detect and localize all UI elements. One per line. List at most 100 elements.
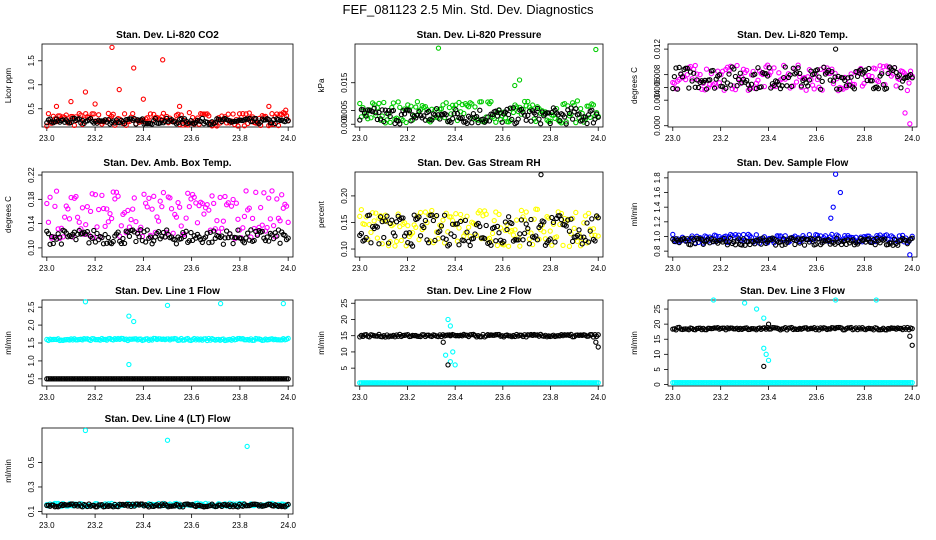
data-point — [573, 119, 579, 126]
data-point — [44, 376, 50, 382]
data-point — [274, 111, 280, 117]
data-point — [376, 100, 382, 107]
data-point — [131, 318, 137, 325]
data-point — [79, 205, 86, 211]
data-point — [140, 96, 147, 102]
data-point — [152, 116, 159, 122]
y-tick-label: 0.14 — [27, 215, 36, 231]
data-point — [58, 241, 65, 247]
data-point — [89, 235, 95, 241]
data-point — [381, 99, 387, 106]
data-point — [790, 236, 796, 243]
data-point — [571, 225, 577, 231]
data-point — [435, 45, 442, 51]
data-point — [204, 202, 210, 208]
data-point — [189, 376, 196, 382]
data-point — [115, 376, 121, 382]
data-point — [576, 227, 582, 233]
data-point — [456, 225, 462, 231]
data-point — [521, 230, 528, 236]
data-point — [149, 376, 155, 382]
data-point — [408, 118, 414, 124]
data-point — [180, 122, 186, 128]
x-tick-label: 23.8 — [232, 521, 248, 530]
data-point — [483, 211, 489, 217]
data-point — [102, 223, 108, 230]
data-point — [264, 376, 270, 382]
data-point — [726, 71, 732, 77]
y-tick-label: 0.5 — [27, 103, 36, 115]
data-point — [499, 119, 505, 125]
data-point — [152, 376, 159, 382]
x-tick-label: 24.0 — [590, 393, 606, 402]
data-point — [136, 376, 142, 382]
data-point — [403, 230, 409, 236]
data-point — [686, 85, 692, 91]
figure-title: FEF_081123 2.5 Min. Std. Dev. Diagnostic… — [342, 2, 594, 17]
data-point — [472, 104, 478, 110]
data-point — [691, 70, 697, 76]
data-point — [105, 110, 112, 117]
data-point — [361, 221, 368, 227]
data-point — [121, 111, 128, 117]
data-point — [53, 103, 60, 110]
data-point — [547, 120, 553, 127]
x-tick-label: 23.6 — [809, 134, 825, 143]
data-point — [784, 83, 790, 89]
data-point — [131, 376, 137, 382]
data-point — [99, 234, 105, 241]
data-point — [430, 217, 437, 224]
data-point — [449, 116, 456, 122]
data-point — [470, 235, 477, 242]
data-point — [446, 241, 453, 248]
y-tick-label: 15 — [340, 331, 349, 340]
data-point — [185, 376, 191, 382]
data-point — [376, 109, 382, 116]
y-tick-label: 0.1 — [27, 505, 36, 517]
data-point — [188, 376, 194, 382]
data-point — [537, 121, 544, 127]
x-tick-label: 23.0 — [352, 393, 368, 402]
data-point — [842, 77, 848, 84]
data-point — [178, 115, 184, 122]
data-point — [89, 191, 95, 197]
data-point — [211, 228, 217, 234]
data-point — [74, 376, 81, 382]
data-point — [162, 234, 168, 240]
chart-panel: Stan. Dev. Sample Flow ml/min 23.0 23.2 23.4… — [630, 158, 921, 273]
data-point — [92, 191, 99, 198]
x-tick-label: 23.4 — [136, 134, 152, 143]
data-point — [266, 376, 272, 382]
data-point — [92, 376, 99, 382]
data-point — [793, 70, 800, 76]
panel-title: Stan. Dev. Line 2 Flow — [427, 286, 532, 297]
data-point — [547, 118, 553, 124]
data-point — [447, 323, 454, 329]
data-point — [494, 242, 501, 249]
y-tick-label: 0.10 — [340, 241, 349, 257]
x-tick-label: 23.2 — [87, 264, 103, 273]
data-point — [907, 68, 914, 74]
data-point — [409, 243, 416, 249]
data-point — [805, 83, 811, 89]
data-point — [779, 83, 785, 89]
data-point — [134, 376, 141, 382]
data-point — [57, 234, 63, 240]
data-point — [244, 443, 250, 450]
data-point — [181, 376, 188, 382]
data-point — [241, 240, 248, 246]
data-point — [173, 376, 180, 382]
data-point — [557, 117, 563, 124]
data-point — [761, 83, 768, 90]
data-point — [497, 110, 504, 116]
data-point — [45, 219, 52, 225]
data-point — [70, 376, 76, 382]
data-point — [566, 228, 573, 234]
data-point — [235, 227, 241, 233]
data-point — [118, 240, 124, 247]
data-point — [87, 376, 94, 382]
data-point — [491, 224, 497, 231]
data-point — [254, 232, 261, 238]
data-point — [477, 107, 483, 113]
data-point — [421, 113, 427, 119]
